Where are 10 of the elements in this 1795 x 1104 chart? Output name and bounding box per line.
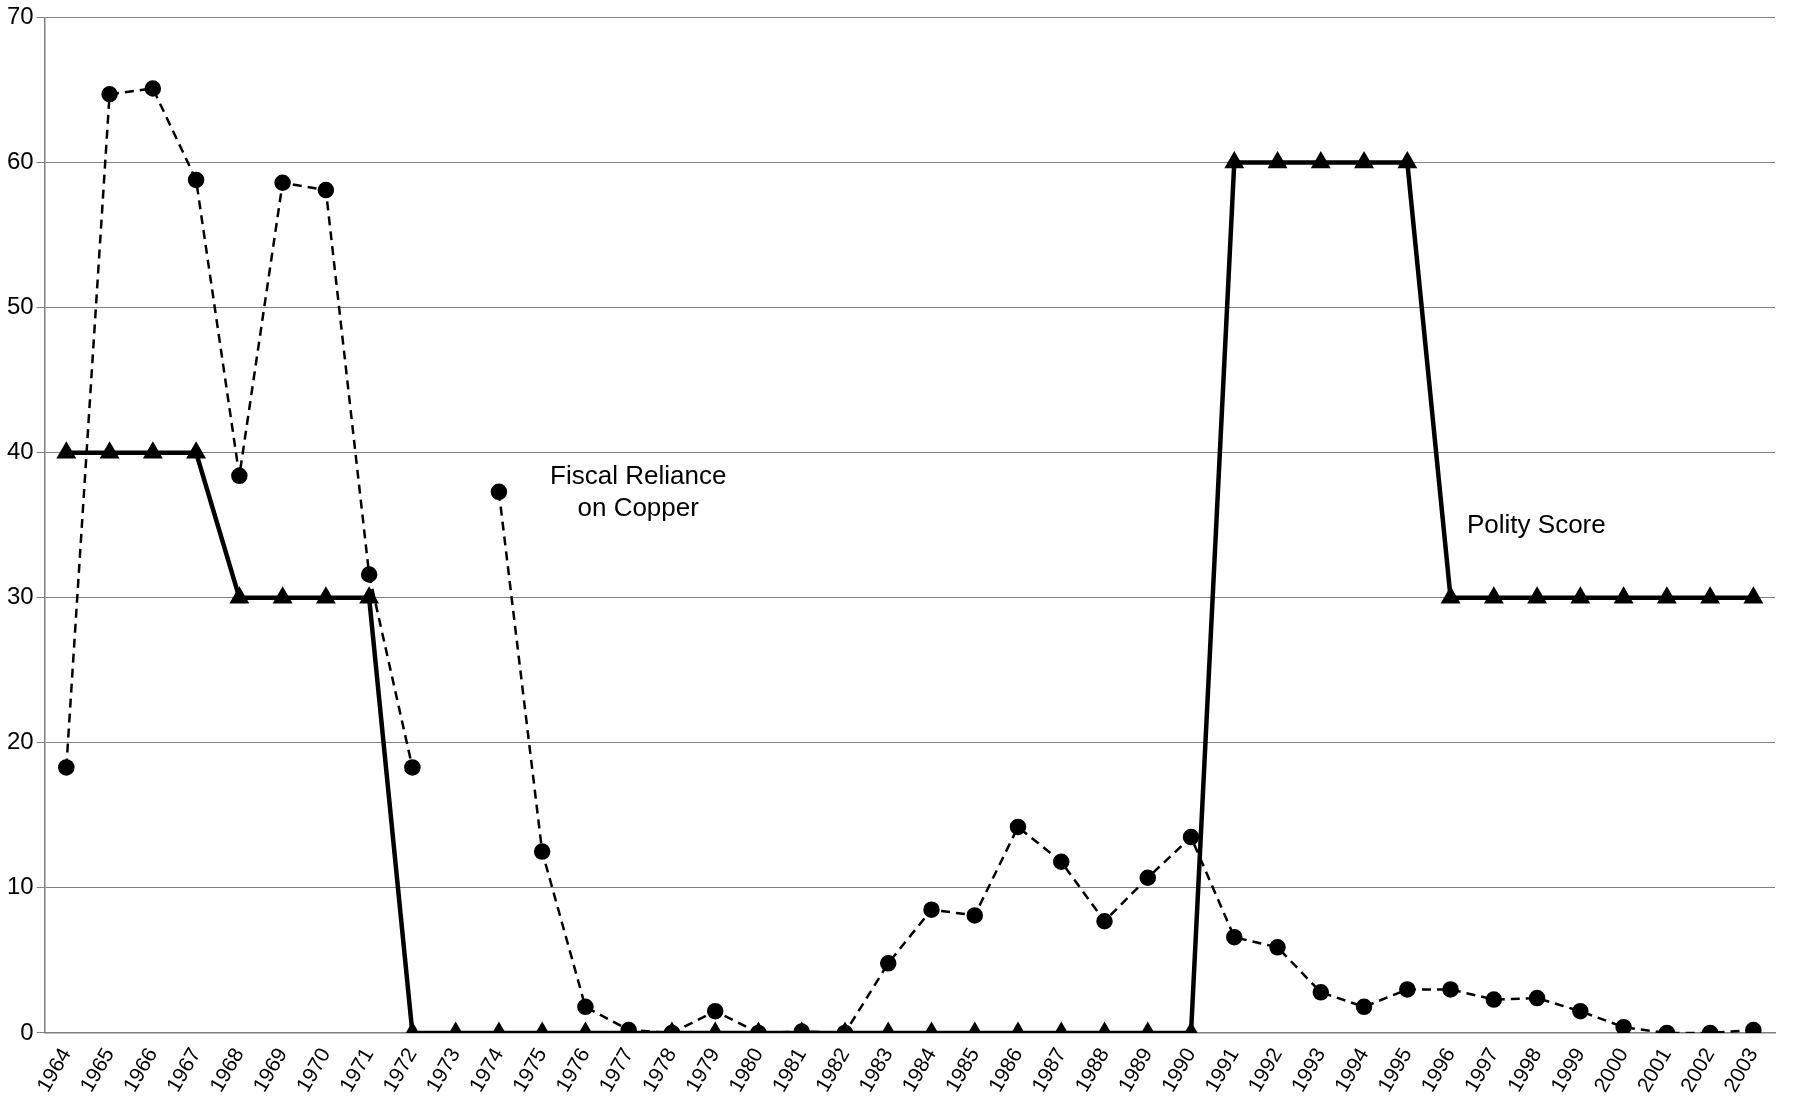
- y-tick-label: 40: [6, 437, 34, 465]
- y-tick-label: 10: [6, 872, 34, 900]
- y-tick-label: 0: [20, 1017, 34, 1045]
- annotation: Polity Score: [1467, 509, 1606, 540]
- y-tick-label: 60: [6, 147, 34, 175]
- y-tick-label: 20: [6, 727, 34, 755]
- y-tick-label: 50: [6, 292, 34, 320]
- y-tick-label: 30: [6, 582, 34, 610]
- y-tick-label: 70: [6, 2, 34, 30]
- annotation: Fiscal Reliance on Copper: [550, 459, 727, 522]
